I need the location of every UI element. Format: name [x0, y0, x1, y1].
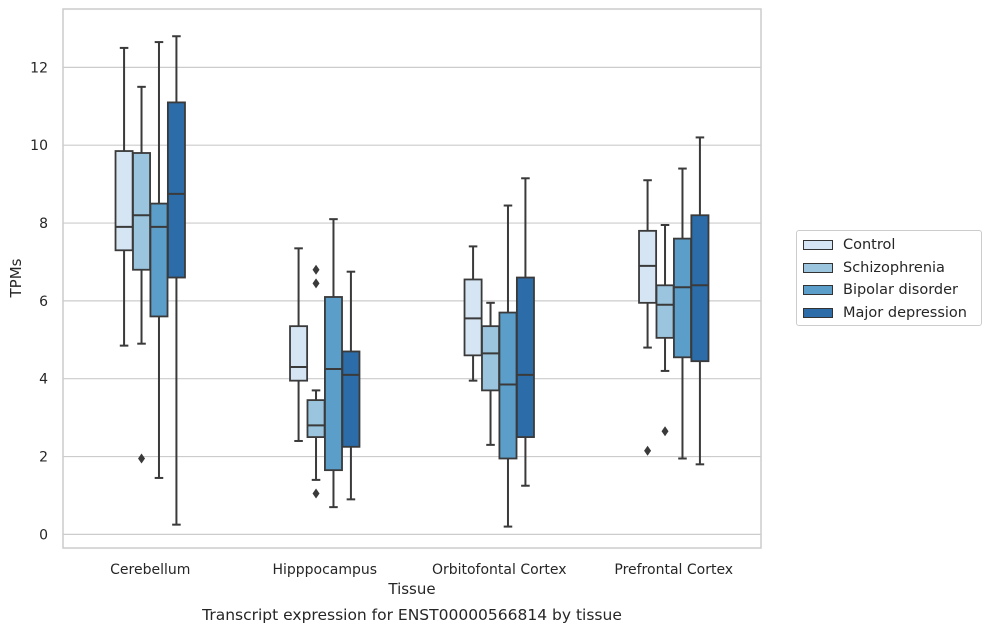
box-body — [289, 325, 309, 382]
legend-swatch-bipolar-disorder — [803, 285, 833, 295]
x-tick-labels: Cerebellum Hipppocampus Orbitofontal Corte… — [110, 562, 733, 578]
y-tick-label-2: 2 — [39, 450, 48, 466]
box-body — [166, 101, 186, 279]
box-body — [690, 214, 710, 363]
box-2-1 — [132, 85, 151, 464]
legend-label-schizophrenia: Schizophrenia — [843, 260, 945, 276]
x-tick-label-1: Cerebellum — [110, 562, 190, 578]
box-3-1 — [149, 41, 169, 479]
box-4-2 — [341, 270, 361, 501]
box-3-3 — [498, 204, 518, 528]
box-4-4 — [690, 136, 710, 466]
box-4-1 — [166, 35, 186, 526]
plot-area-frame — [62, 8, 762, 549]
box-body — [114, 150, 134, 252]
box-body — [341, 350, 361, 448]
outlier-point — [312, 278, 320, 289]
legend-label-control: Control — [843, 237, 896, 253]
legend-item-schizophrenia: Schizophrenia — [803, 258, 945, 278]
y-tick-label-12: 12 — [30, 60, 48, 76]
box-body — [149, 202, 169, 318]
y-tick-label-6: 6 — [39, 294, 48, 310]
y-axis-label: TPMs — [7, 258, 25, 298]
legend-label-bipolar-disorder: Bipolar disorder — [843, 282, 958, 298]
box-3-4 — [673, 167, 692, 460]
box-3-2 — [324, 218, 343, 509]
box-body — [132, 152, 151, 271]
outlier-point — [644, 445, 652, 456]
box-2-3 — [481, 301, 500, 446]
legend-swatch-control — [803, 240, 833, 250]
box-body — [324, 296, 343, 472]
y-tick-label-0: 0 — [39, 527, 48, 543]
legend-swatch-major-depression — [803, 308, 833, 318]
y-tick-label-8: 8 — [39, 216, 48, 232]
box-1-3 — [463, 245, 483, 382]
legend-item-control: Control — [803, 235, 895, 255]
box-body — [655, 284, 675, 339]
x-axis-label: Tissue — [388, 580, 436, 598]
outlier-point — [312, 264, 320, 275]
legend-item-bipolar-disorder: Bipolar disorder — [803, 280, 958, 300]
box-4-3 — [515, 177, 535, 487]
legend-item-major-depression: Major depression — [803, 303, 967, 323]
figure-caption: Transcript expression for ENST0000056681… — [202, 606, 622, 624]
box-body — [306, 399, 326, 438]
outlier-point — [312, 488, 320, 499]
x-tick-label-2: Hipppocampus — [272, 562, 377, 578]
box-2-2 — [306, 264, 326, 499]
y-tick-label-10: 10 — [30, 138, 48, 154]
box-body — [673, 237, 692, 359]
box-1-2 — [289, 247, 309, 442]
y-tick-label-4: 4 — [39, 372, 48, 388]
x-tick-label-3: Orbitofontal Cortex — [432, 562, 567, 578]
box-1-4 — [638, 179, 658, 456]
y-tick-labels: 0 2 4 6 8 10 12 — [30, 60, 48, 543]
box-body — [515, 276, 535, 438]
outlier-point — [661, 426, 669, 437]
box-body — [481, 325, 500, 392]
box-series — [114, 35, 710, 528]
legend: Control Schizophrenia Bipolar disorder M… — [796, 230, 982, 326]
legend-swatch-schizophrenia — [803, 263, 833, 273]
box-2-4 — [655, 223, 675, 437]
legend-label-major-depression: Major depression — [843, 305, 967, 321]
x-tick-label-4: Prefrontal Cortex — [614, 562, 733, 578]
outlier-point — [138, 453, 146, 464]
